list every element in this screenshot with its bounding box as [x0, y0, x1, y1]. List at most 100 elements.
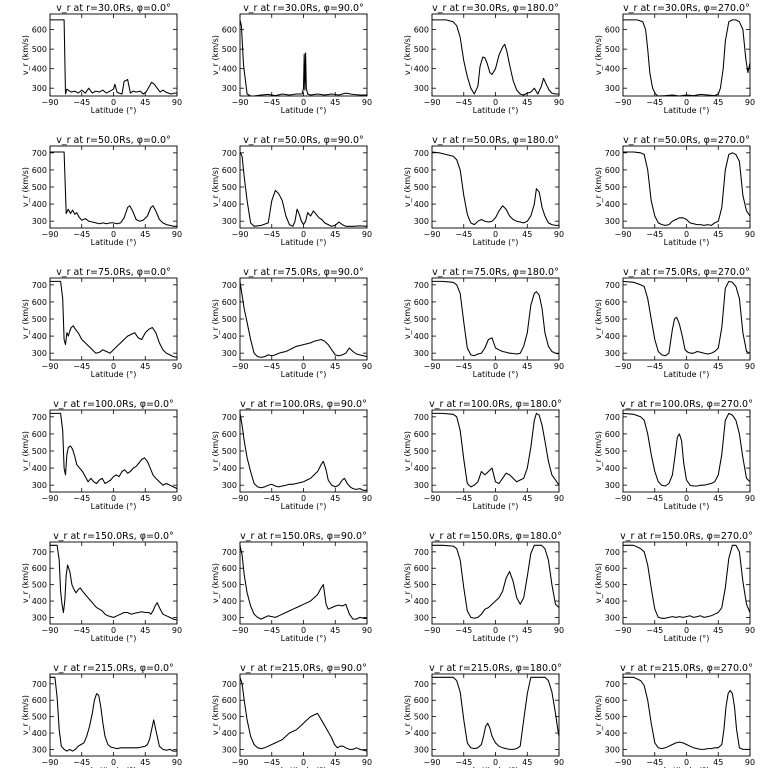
x-axis-label: Latitude (°): [281, 370, 327, 379]
y-tick-label: 400: [414, 729, 429, 738]
y-tick-label: 300: [32, 745, 47, 754]
y-tick-label: 700: [605, 149, 620, 158]
chart-panel: v_r at r=75.0Rs, φ=180.0° −90 −45 0 45 90 300 4…: [403, 267, 564, 379]
panel-title: v_r at r=215.0Rs, φ=180.0°: [429, 663, 562, 674]
y-tick-label: 700: [222, 149, 237, 158]
x-tick-label: 0: [111, 494, 116, 503]
y-tick-label: 300: [605, 613, 620, 622]
y-tick-label: 600: [32, 166, 47, 175]
data-series-line: [622, 412, 751, 487]
y-tick-label: 300: [414, 745, 429, 754]
x-tick-label: −90: [42, 98, 59, 107]
y-tick-label: 400: [605, 332, 620, 341]
y-axis-label: v_r (km/s): [211, 299, 220, 339]
x-tick-label: −45: [73, 758, 90, 767]
data-series-line: [623, 19, 751, 97]
x-tick-label: 90: [172, 362, 182, 371]
y-tick-label: 300: [32, 613, 47, 622]
y-tick-label: 300: [222, 481, 237, 490]
x-tick-label: 0: [684, 230, 689, 239]
x-tick-label: 90: [745, 758, 755, 767]
y-tick-label: 400: [32, 464, 47, 473]
x-tick-label: 45: [713, 98, 723, 107]
x-tick-label: −90: [232, 758, 249, 767]
data-series-line: [50, 544, 178, 621]
data-series-line: [239, 545, 367, 620]
x-tick-label: −90: [232, 230, 249, 239]
plot-frame: [49, 673, 178, 757]
chart-panel: v_r at r=215.0Rs, φ=90.0° −90 −45 0 45 90 300 4…: [211, 663, 372, 768]
data-series-line: [432, 19, 559, 96]
y-axis-label: v_r (km/s): [403, 167, 412, 207]
x-tick-label: 45: [330, 758, 340, 767]
x-tick-label: 0: [301, 758, 306, 767]
chart-panel: v_r at r=150.0Rs, φ=0.0° −90 −45 0 45 90 300 40…: [21, 531, 182, 643]
x-axis-label: Latitude (°): [91, 502, 137, 511]
y-tick-label: 500: [414, 315, 429, 324]
y-tick-label: 700: [222, 680, 237, 689]
y-tick-label: 500: [32, 713, 47, 722]
data-series-line: [623, 544, 751, 619]
y-tick-label: 400: [414, 597, 429, 606]
y-tick-label: 400: [605, 464, 620, 473]
x-tick-label: −45: [263, 494, 280, 503]
y-tick-label: 500: [414, 581, 429, 590]
y-tick-label: 500: [32, 315, 47, 324]
x-axis-label: Latitude (°): [664, 502, 710, 511]
x-axis-label: Latitude (°): [91, 766, 137, 768]
data-series-line: [432, 544, 560, 619]
x-tick-label: −90: [615, 230, 632, 239]
y-tick-label: 300: [32, 84, 47, 93]
y-tick-label: 600: [32, 564, 47, 573]
y-tick-label: 500: [414, 713, 429, 722]
y-axis-label: v_r (km/s): [21, 35, 30, 75]
panel-title: v_r at r=75.0Rs, φ=0.0°: [56, 267, 171, 278]
y-tick-label: 500: [222, 183, 237, 192]
panel-title: v_r at r=30.0Rs, φ=180.0°: [432, 3, 559, 14]
y-tick-label: 400: [222, 65, 237, 74]
y-axis-label: v_r (km/s): [211, 695, 220, 735]
x-tick-label: 45: [522, 362, 532, 371]
x-tick-label: 90: [554, 98, 564, 107]
panel-title: v_r at r=100.0Rs, φ=90.0°: [240, 399, 367, 410]
x-tick-label: 45: [330, 626, 340, 635]
x-tick-label: 0: [301, 494, 306, 503]
plot-frame: [431, 145, 560, 229]
chart-panel: v_r at r=100.0Rs, φ=0.0° −90 −45 0 45 90 300 40…: [21, 399, 182, 511]
x-tick-label: 90: [745, 98, 755, 107]
x-axis-label: Latitude (°): [473, 370, 519, 379]
y-tick-label: 700: [605, 680, 620, 689]
y-tick-label: 400: [32, 200, 47, 209]
chart-panel: v_r at r=30.0Rs, φ=270.0° −90 −45 0 45 90 300 4…: [594, 3, 755, 115]
x-tick-label: −90: [615, 758, 632, 767]
data-series-line: [239, 413, 367, 491]
y-tick-label: 500: [605, 45, 620, 54]
x-tick-label: 45: [140, 98, 150, 107]
y-tick-label: 600: [414, 166, 429, 175]
chart-panel: v_r at r=100.0Rs, φ=90.0° −90 −45 0 45 90 300 4…: [211, 399, 372, 511]
y-axis-label: v_r (km/s): [21, 167, 30, 207]
panel-title: v_r at r=30.0Rs, φ=0.0°: [56, 3, 171, 14]
y-tick-label: 700: [32, 149, 47, 158]
y-tick-label: 400: [605, 65, 620, 74]
y-axis-label: v_r (km/s): [403, 695, 412, 735]
data-series-line: [239, 151, 368, 227]
x-tick-label: 0: [493, 626, 498, 635]
y-tick-label: 700: [222, 548, 237, 557]
x-tick-label: 0: [684, 362, 689, 371]
y-tick-label: 500: [222, 315, 237, 324]
y-tick-label: 300: [222, 349, 237, 358]
x-tick-label: −90: [42, 494, 59, 503]
panel-title: v_r at r=100.0Rs, φ=0.0°: [53, 399, 174, 410]
x-tick-label: 90: [554, 362, 564, 371]
x-tick-label: 0: [493, 362, 498, 371]
x-tick-label: −45: [646, 758, 663, 767]
x-tick-label: 45: [713, 494, 723, 503]
y-tick-label: 500: [222, 45, 237, 54]
y-axis-label: v_r (km/s): [21, 695, 30, 735]
panel-title: v_r at r=75.0Rs, φ=270.0°: [623, 267, 750, 278]
x-axis-label: Latitude (°): [473, 502, 519, 511]
x-tick-label: 90: [554, 626, 564, 635]
x-tick-label: 0: [684, 758, 689, 767]
